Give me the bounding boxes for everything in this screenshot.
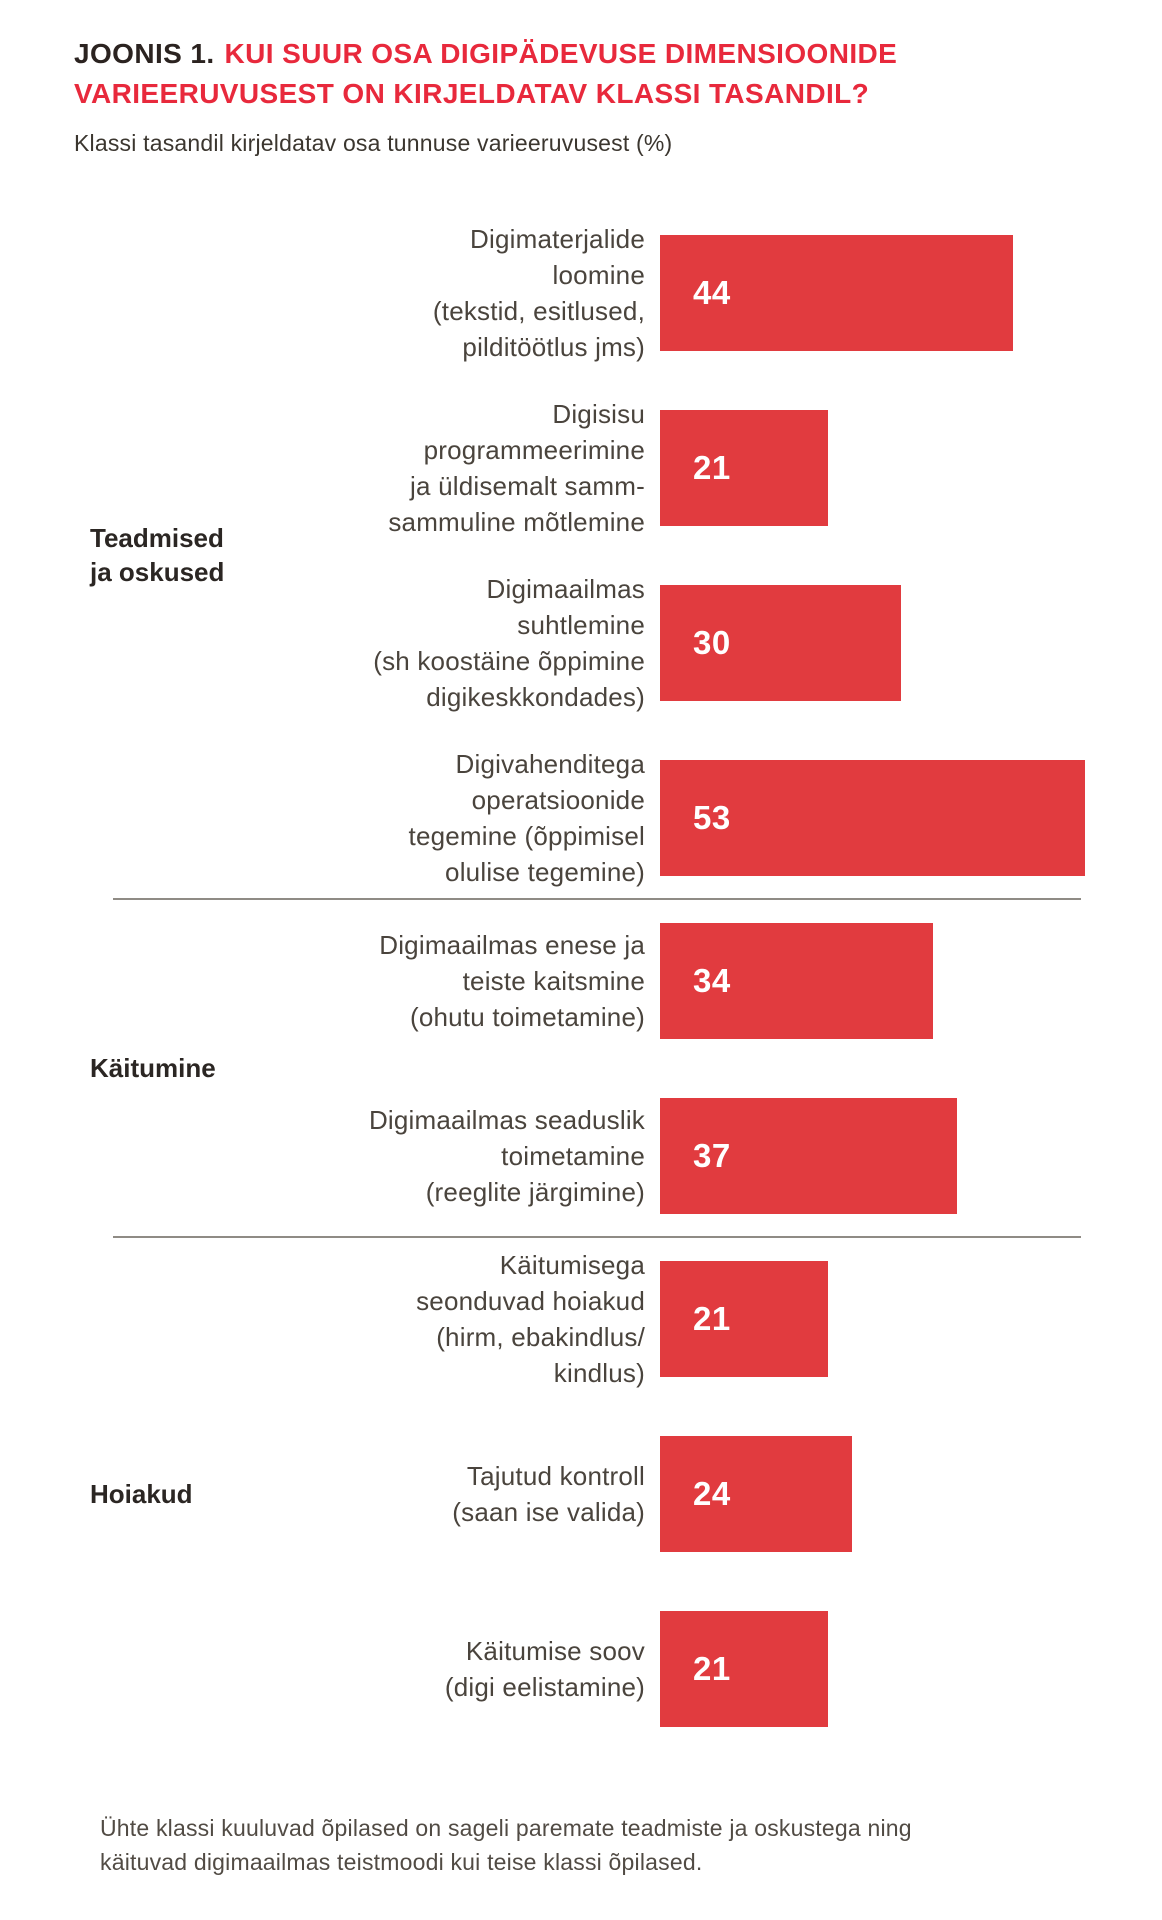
group-divider [113, 1236, 1081, 1238]
bar-row: Käitumise soov (digi eelistamine) 21 [252, 1581, 1122, 1756]
group-rows: Käitumisega seonduvad hoiakud (hirm, ebaki… [252, 1231, 1122, 1756]
bar-label: Tajutud kontroll (saan ise valida) [452, 1460, 645, 1527]
bar-value: 44 [693, 273, 731, 311]
bar-row: Digisisu programmeerimine ja üldisemalt sa… [252, 380, 1122, 555]
bar-row: Digimaailmas suhtlemine (sh koostäine õppi… [252, 555, 1122, 730]
bar-area: 30 [660, 584, 1101, 701]
bar-row: Digimaterjalide loomine (tekstid, esitluse… [252, 205, 1122, 380]
chart-subtitle: Klassi tasandil kirjeldatav osa tunnuse … [74, 130, 673, 156]
bar: 21 [660, 409, 829, 526]
bar-row: Digivahenditega operatsioonide tegemine (õ… [252, 730, 1122, 905]
group-divider [113, 898, 1081, 900]
bar-area: 44 [660, 234, 1101, 351]
figure-title-prefix: JOONIS 1. [74, 38, 215, 69]
bar: 30 [660, 584, 901, 701]
bar: 24 [660, 1435, 853, 1552]
bar-value: 34 [693, 961, 731, 999]
bar: 21 [660, 1260, 829, 1377]
group-label: Käitumine [90, 1053, 216, 1083]
bar-value: 21 [693, 1649, 731, 1687]
group-rows: Digimaailmas enese ja teiste kaitsmine (oh… [252, 893, 1122, 1243]
chart-group-teadmised-ja-oskused: Teadmised ja oskused Digimaterjalide loomin… [74, 205, 1122, 905]
bar-label: Digimaterjalide loomine (tekstid, esitluse… [432, 223, 645, 362]
bar-value: 21 [693, 1299, 731, 1337]
bar-row: Digimaailmas seaduslik toimetamine (reegli… [252, 1068, 1122, 1243]
bar: 44 [660, 234, 1013, 351]
bar-label: Digimaailmas suhtlemine (sh koostäine õppi… [373, 573, 645, 712]
bar-area: 21 [660, 409, 1101, 526]
bar-value: 24 [693, 1474, 731, 1512]
bar-area: 24 [660, 1435, 1101, 1552]
bar-value: 37 [693, 1136, 731, 1174]
group-label: Teadmised ja oskused [90, 523, 225, 587]
bar-area: 34 [660, 922, 1101, 1039]
bar: 34 [660, 922, 933, 1039]
group-rows: Digimaterjalide loomine (tekstid, esitluse… [252, 205, 1122, 905]
bar: 37 [660, 1097, 957, 1214]
bar-label: Digivahenditega operatsioonide tegemine (õ… [408, 748, 645, 887]
bar-value: 53 [693, 798, 731, 836]
bar-area: 21 [660, 1610, 1101, 1727]
bar: 21 [660, 1610, 829, 1727]
chart-group-kaitumine: Käitumine Digimaailmas enese ja teiste kai… [74, 893, 1122, 1243]
bar-label: Käitumisega seonduvad hoiakud (hirm, ebaki… [416, 1249, 645, 1388]
chart-group-hoiakud: Hoiakud Käitumisega seonduvad hoiakud (hirm… [74, 1231, 1122, 1756]
bar-label: Digimaailmas enese ja teiste kaitsmine (oh… [379, 929, 645, 1032]
figure-title-main: KUI SUUR OSA DIGIPÄDEVUSE DIMENSIOONIDE … [74, 38, 898, 109]
bar-row: Tajutud kontroll (saan ise valida) 24 [252, 1406, 1122, 1581]
bar-row: Digimaailmas enese ja teiste kaitsmine (oh… [252, 893, 1122, 1068]
bar-row: Käitumisega seonduvad hoiakud (hirm, ebaki… [252, 1231, 1122, 1406]
footnote: Ühte klassi kuuluvad õpilased on sageli … [100, 1815, 912, 1875]
bar-area: 21 [660, 1260, 1101, 1377]
bar-label: Käitumise soov (digi eelistamine) [444, 1635, 645, 1702]
group-label: Hoiakud [90, 1478, 193, 1509]
bar-value: 30 [693, 623, 731, 661]
bar-area: 53 [660, 759, 1101, 876]
figure-title: JOONIS 1. KUI SUUR OSA DIGIPÄDEVUSE DIMEN… [74, 34, 944, 114]
bar-chart: Teadmised ja oskused Digimaterjalide loomin… [74, 205, 1122, 1756]
bar-label: Digisisu programmeerimine ja üldisemalt sa… [388, 398, 645, 537]
bar: 53 [660, 759, 1085, 876]
bar-value: 21 [693, 448, 731, 486]
bar-label: Digimaailmas seaduslik toimetamine (reegli… [368, 1104, 645, 1207]
bar-area: 37 [660, 1097, 1101, 1214]
